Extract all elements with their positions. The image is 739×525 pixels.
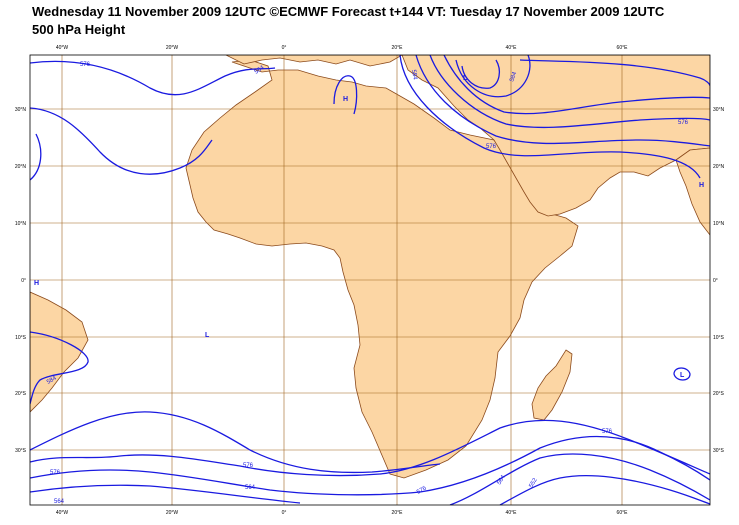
lon-ticks-bottom: 40°W 20°W 0° 20°E 40°E 60°E bbox=[56, 510, 628, 516]
lat-tick-right: 30°N bbox=[713, 107, 725, 113]
contour-east-ridge bbox=[519, 59, 710, 87]
contour-576b-south bbox=[30, 411, 441, 474]
contour-576-south bbox=[30, 419, 710, 477]
contour-568-south bbox=[30, 435, 710, 496]
contour-552-low-mideast bbox=[461, 59, 501, 89]
contour-label: 576 bbox=[80, 62, 91, 68]
contour-label: 564 bbox=[497, 474, 508, 486]
lat-ticks-left: 30°N 20°N 10°N 0° 10°S 20°S 30°S bbox=[15, 107, 27, 454]
contour-584-mideast bbox=[415, 55, 710, 147]
pressure-centers: H H H L L L bbox=[34, 75, 704, 379]
lon-tick-top: 60°E bbox=[617, 45, 629, 51]
contour-560-low-mideast bbox=[455, 55, 531, 98]
south-america-landmass bbox=[30, 291, 89, 413]
contour-label: 584 bbox=[46, 375, 58, 386]
lat-tick-right: 0° bbox=[713, 278, 718, 284]
lat-ticks-right: 30°N 20°N 10°N 0° 10°S 20°S 30°S bbox=[713, 107, 725, 454]
lon-tick-bottom: 60°E bbox=[617, 510, 629, 516]
lat-tick-right: 20°S bbox=[713, 391, 725, 397]
lat-tick-right: 20°N bbox=[713, 164, 725, 170]
contour-584-west bbox=[30, 133, 42, 181]
contour-label: 576 bbox=[416, 485, 428, 496]
lat-tick-left: 10°N bbox=[15, 221, 27, 227]
lon-tick-top: 40°E bbox=[506, 45, 518, 51]
lon-tick-top: 0° bbox=[282, 45, 287, 51]
contour-label: 564 bbox=[54, 499, 65, 505]
contour-588-southamerica bbox=[30, 331, 89, 405]
contour-576-med bbox=[399, 55, 701, 179]
contour-high-sicily bbox=[333, 75, 358, 115]
lat-tick-right: 10°N bbox=[713, 221, 725, 227]
high-center-marker: H bbox=[699, 182, 704, 189]
contour-label: 584 bbox=[410, 69, 418, 81]
height-contours bbox=[30, 55, 710, 505]
contour-label: 576 bbox=[243, 463, 254, 469]
contour-576-mideast bbox=[429, 55, 710, 129]
lat-tick-left: 30°S bbox=[15, 448, 27, 454]
map-frame bbox=[29, 54, 711, 506]
contour-label: 552 bbox=[529, 477, 540, 489]
lat-tick-left: 20°N bbox=[15, 164, 27, 170]
contour-label: 564 bbox=[245, 485, 256, 491]
lat-tick-right: 10°S bbox=[713, 335, 725, 341]
contour-label: 576 bbox=[602, 429, 613, 435]
lat-tick-left: 10°S bbox=[15, 335, 27, 341]
contour-label: 584 bbox=[254, 65, 266, 76]
lat-tick-left: 0° bbox=[21, 278, 26, 284]
contour-label: 576 bbox=[486, 144, 497, 150]
lon-tick-bottom: 20°W bbox=[166, 510, 179, 516]
lon-tick-bottom: 20°E bbox=[392, 510, 404, 516]
contour-label: 576 bbox=[678, 120, 689, 126]
map-title: Wednesday 11 November 2009 12UTC ©ECMWF … bbox=[32, 4, 665, 19]
contour-584-north bbox=[30, 107, 213, 175]
contour-576-north bbox=[30, 60, 276, 96]
contour-low-indian bbox=[673, 367, 691, 381]
arabia-asia-landmass bbox=[401, 55, 710, 217]
high-center-marker: H bbox=[34, 280, 39, 287]
contour-labels: 576 584 584 576 584 576 576 564 576 564 … bbox=[46, 62, 689, 505]
lat-tick-left: 30°N bbox=[15, 107, 27, 113]
low-center-marker: L bbox=[205, 332, 210, 339]
lat-tick-right: 30°S bbox=[713, 448, 725, 454]
lon-tick-top: 40°W bbox=[56, 45, 69, 51]
map-subtitle: 500 hPa Height bbox=[32, 22, 126, 37]
high-center-marker: H bbox=[343, 96, 348, 103]
lat-tick-left: 20°S bbox=[15, 391, 27, 397]
low-center-marker: L bbox=[680, 372, 685, 379]
europe-landmass bbox=[225, 55, 403, 67]
contour-556-south bbox=[499, 474, 710, 505]
graticule bbox=[30, 55, 710, 505]
madagascar-landmass bbox=[531, 349, 573, 421]
contour-564-south bbox=[30, 484, 301, 504]
lon-tick-bottom: 40°W bbox=[56, 510, 69, 516]
low-center-marker: L bbox=[463, 75, 468, 82]
lon-tick-top: 20°W bbox=[166, 45, 179, 51]
lon-tick-top: 20°E bbox=[392, 45, 404, 51]
land-masses bbox=[30, 55, 710, 479]
lon-tick-bottom: 0° bbox=[282, 510, 287, 516]
india-landmass bbox=[675, 147, 710, 236]
lon-tick-bottom: 40°E bbox=[506, 510, 518, 516]
lon-ticks-top: 40°W 20°W 0° 20°E 40°E 60°E bbox=[56, 45, 628, 51]
contour-label: 576 bbox=[50, 470, 61, 476]
contour-568-mideast bbox=[443, 55, 710, 115]
contour-label: 584 bbox=[509, 71, 518, 83]
contour-564b-south bbox=[449, 453, 710, 505]
